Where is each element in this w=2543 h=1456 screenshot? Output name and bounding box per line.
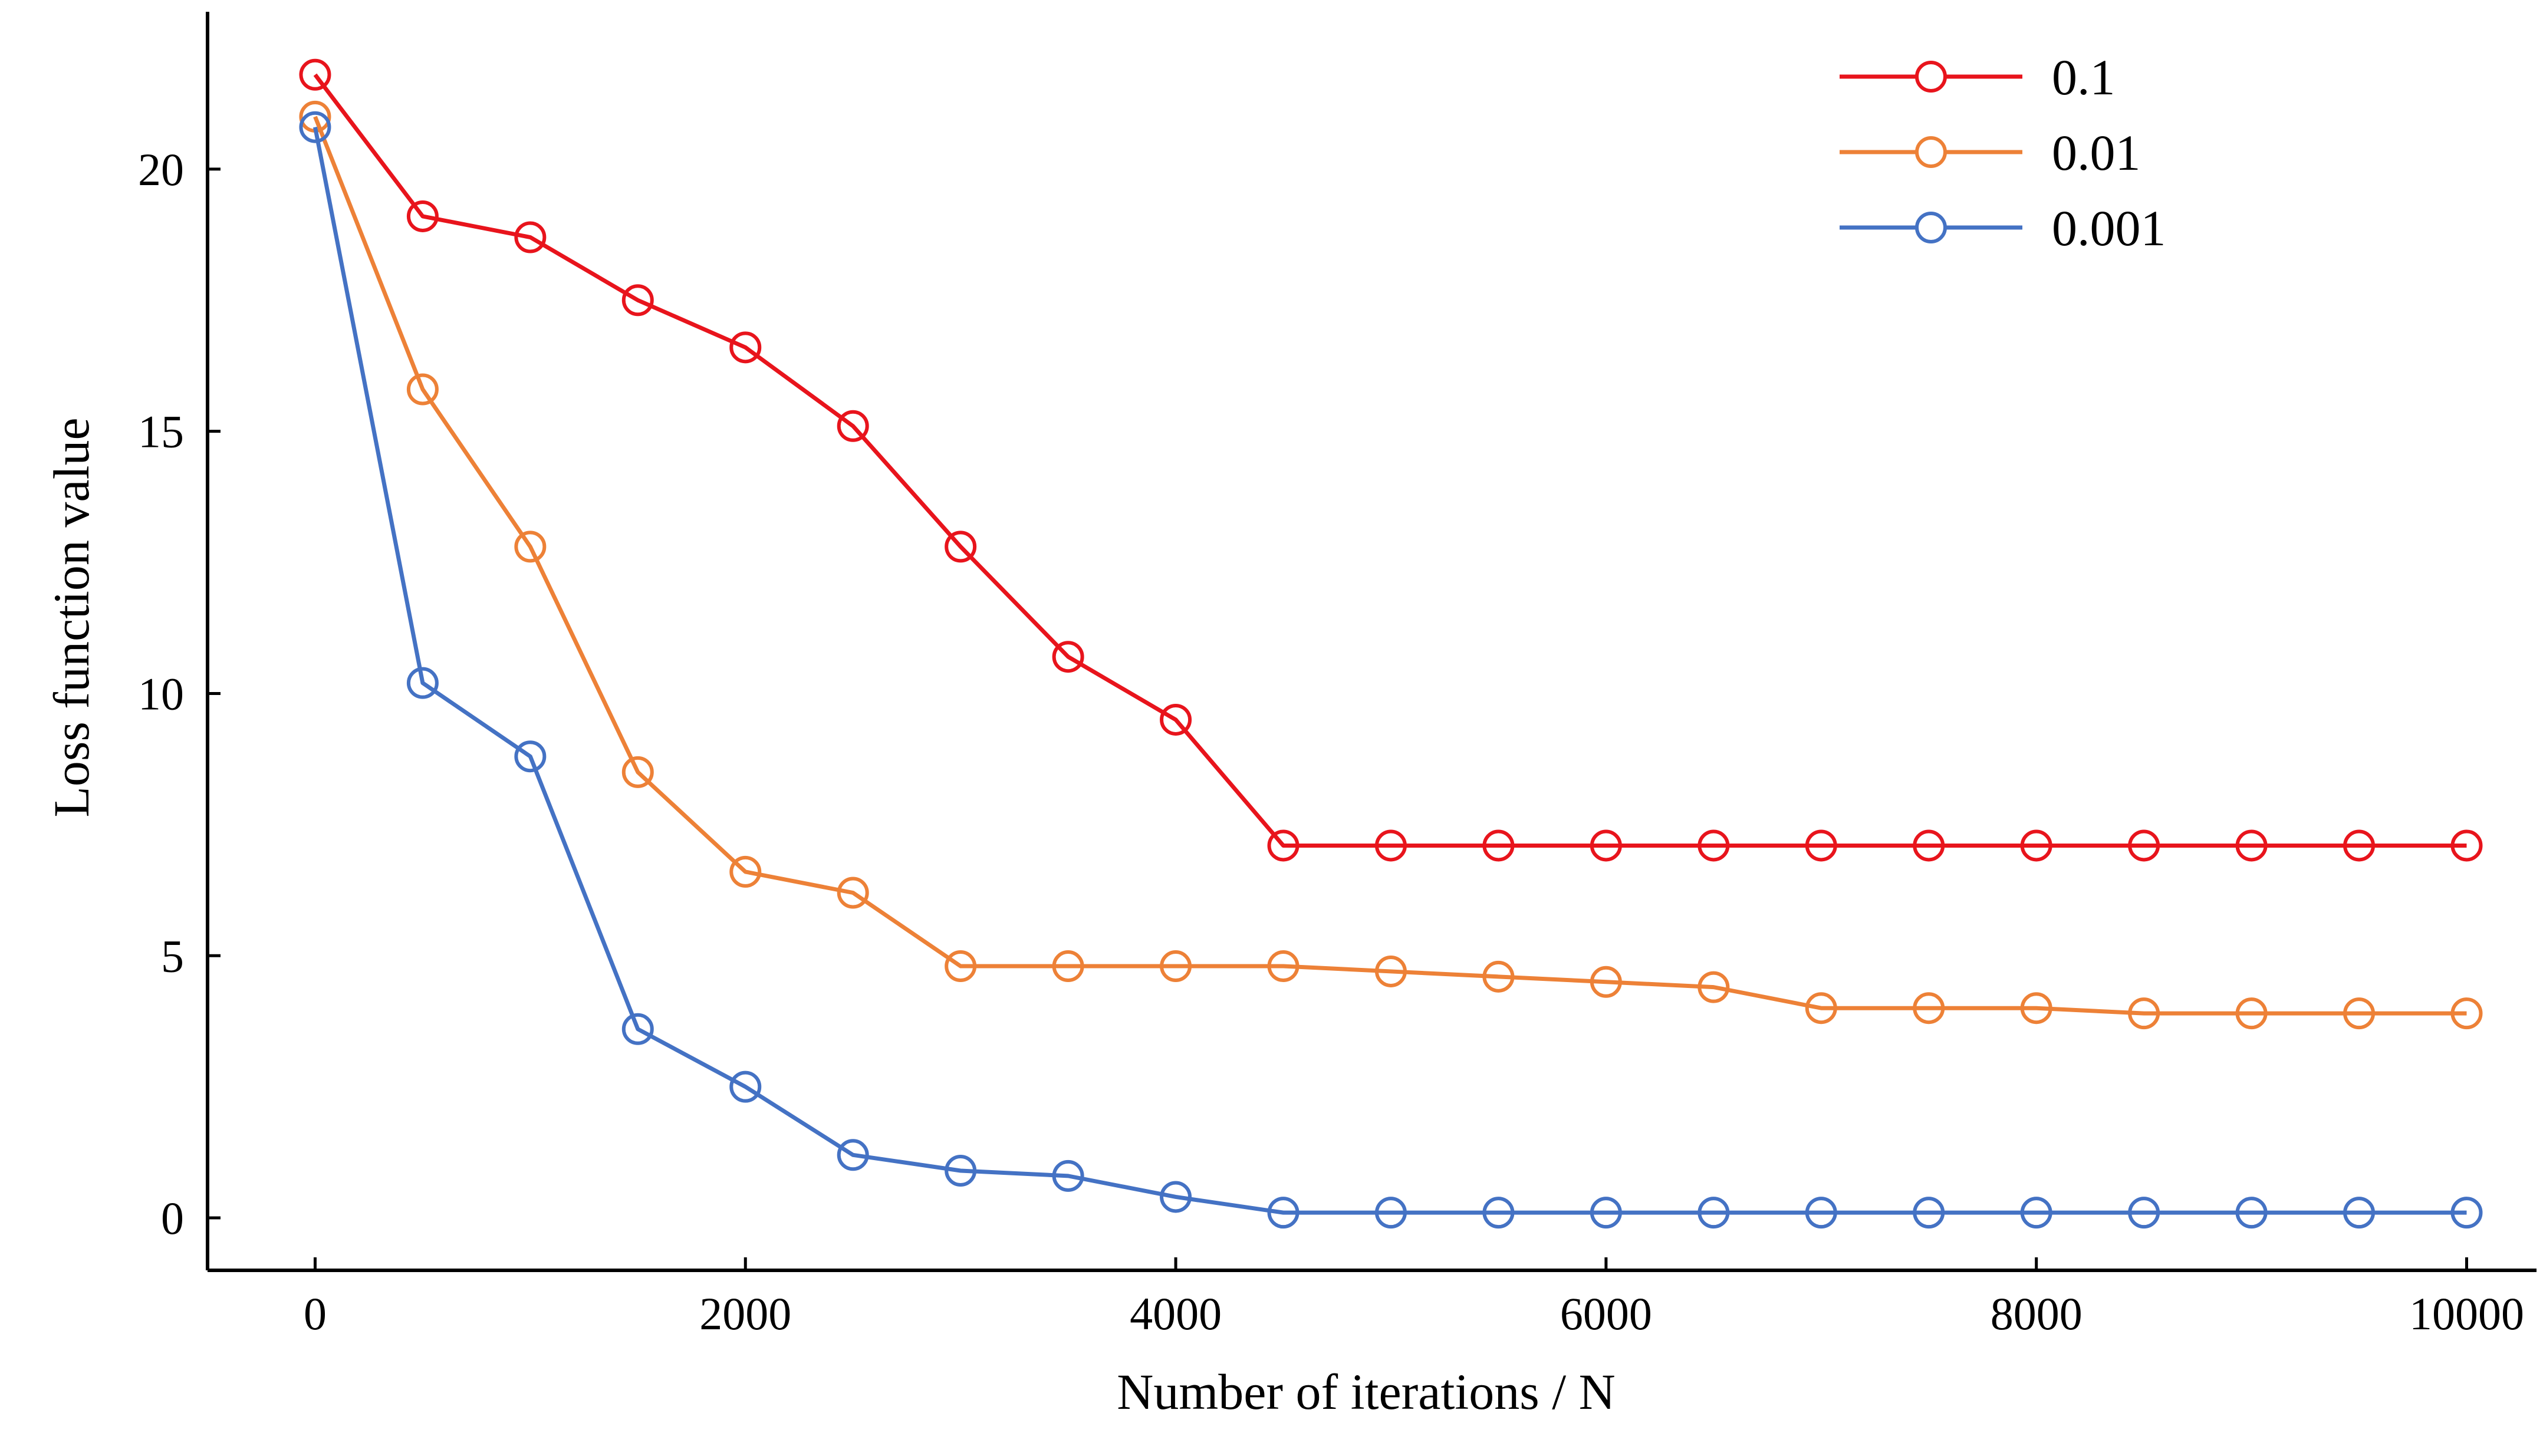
x-tick-label: 4000	[1130, 1288, 1222, 1339]
series-2	[299, 111, 2483, 1229]
data-point	[2235, 997, 2268, 1030]
legend-label: 0.001	[2052, 200, 2166, 256]
legend-item: 0.01	[1840, 124, 2141, 181]
data-point	[2020, 992, 2052, 1025]
data-point	[2128, 1197, 2160, 1229]
data-point	[2235, 829, 2268, 862]
legend: 0.1 0.01 0.001	[1840, 49, 2166, 256]
legend-marker	[1915, 212, 1947, 243]
legend-label: 0.01	[2052, 124, 2141, 181]
data-point	[1052, 950, 1084, 983]
x-tick-label: 8000	[1991, 1288, 2083, 1339]
data-point	[1267, 1197, 1300, 1229]
data-point	[1805, 1197, 1837, 1229]
data-point	[837, 1139, 869, 1171]
data-point	[1160, 1181, 1192, 1213]
y-tick-label: 15	[138, 406, 184, 457]
data-point	[1052, 641, 1084, 673]
data-point	[1913, 829, 1945, 862]
data-point	[621, 1013, 654, 1045]
data-point	[1482, 960, 1515, 993]
axis-ticks: 0 5 10 15 20 0 2000 4000 6000 8000 10000	[138, 144, 2524, 1339]
data-point	[406, 200, 439, 232]
data-point	[1590, 829, 1622, 862]
data-point	[2128, 829, 2160, 862]
data-point	[2020, 829, 2052, 862]
data-point	[945, 531, 977, 563]
y-tick-label: 0	[161, 1193, 184, 1244]
legend-item: 0.1	[1840, 49, 2116, 106]
x-tick-label: 2000	[699, 1288, 791, 1339]
data-point	[945, 1154, 977, 1187]
x-tick-label: 0	[304, 1288, 327, 1339]
data-point	[1267, 950, 1300, 983]
data-point	[2343, 1197, 2376, 1229]
data-point	[1374, 1197, 1407, 1229]
series-line	[313, 73, 2467, 848]
data-point	[1697, 829, 1730, 862]
data-point	[2450, 997, 2483, 1030]
data-point	[729, 855, 762, 888]
y-axis-title: Loss function value	[43, 417, 100, 817]
data-point	[1374, 829, 1407, 862]
data-point	[729, 1070, 762, 1103]
legend-item: 0.001	[1840, 200, 2166, 256]
data-point	[514, 221, 547, 253]
series-lines	[299, 58, 2483, 1229]
y-tick-label: 5	[161, 930, 184, 981]
data-point	[1052, 1159, 1084, 1192]
data-point	[621, 284, 654, 317]
data-point	[299, 58, 331, 91]
data-point	[2128, 997, 2160, 1030]
data-point	[1697, 1197, 1730, 1229]
axes	[206, 12, 2537, 1272]
series-1	[299, 100, 2483, 1030]
data-point	[1913, 1197, 1945, 1229]
data-point	[1160, 950, 1192, 983]
data-point	[729, 331, 762, 364]
data-point	[514, 531, 547, 563]
data-point	[1697, 971, 1730, 1003]
data-point	[2020, 1197, 2052, 1229]
legend-marker	[1915, 136, 1947, 168]
data-point	[2235, 1197, 2268, 1229]
data-point	[837, 410, 869, 442]
data-point	[2343, 829, 2376, 862]
data-point	[299, 111, 331, 143]
data-point	[406, 667, 439, 699]
data-point	[1482, 829, 1515, 862]
data-point	[2343, 997, 2376, 1030]
data-point	[2450, 829, 2483, 862]
data-point	[406, 373, 439, 406]
data-point	[1267, 829, 1300, 862]
series-line	[313, 116, 2467, 1016]
data-point	[1913, 992, 1945, 1025]
data-point	[837, 877, 869, 909]
data-point	[1160, 703, 1192, 736]
y-tick-label: 10	[138, 668, 184, 719]
data-point	[1805, 829, 1837, 862]
data-point	[945, 950, 977, 983]
data-point	[621, 756, 654, 788]
x-tick-label: 6000	[1560, 1288, 1652, 1339]
y-tick-label: 20	[138, 144, 184, 195]
data-point	[514, 740, 547, 773]
series-0	[299, 58, 2483, 862]
data-point	[1805, 992, 1837, 1025]
data-point	[1590, 966, 1622, 998]
legend-label: 0.1	[2052, 49, 2116, 106]
data-point	[2450, 1197, 2483, 1229]
x-axis-title: Number of iterations / N	[1117, 1363, 1615, 1420]
series-line	[313, 127, 2467, 1215]
data-point	[1374, 955, 1407, 987]
data-point	[1482, 1197, 1515, 1229]
legend-marker	[1915, 61, 1947, 93]
data-point	[1590, 1197, 1622, 1229]
x-tick-label: 10000	[2409, 1288, 2524, 1339]
